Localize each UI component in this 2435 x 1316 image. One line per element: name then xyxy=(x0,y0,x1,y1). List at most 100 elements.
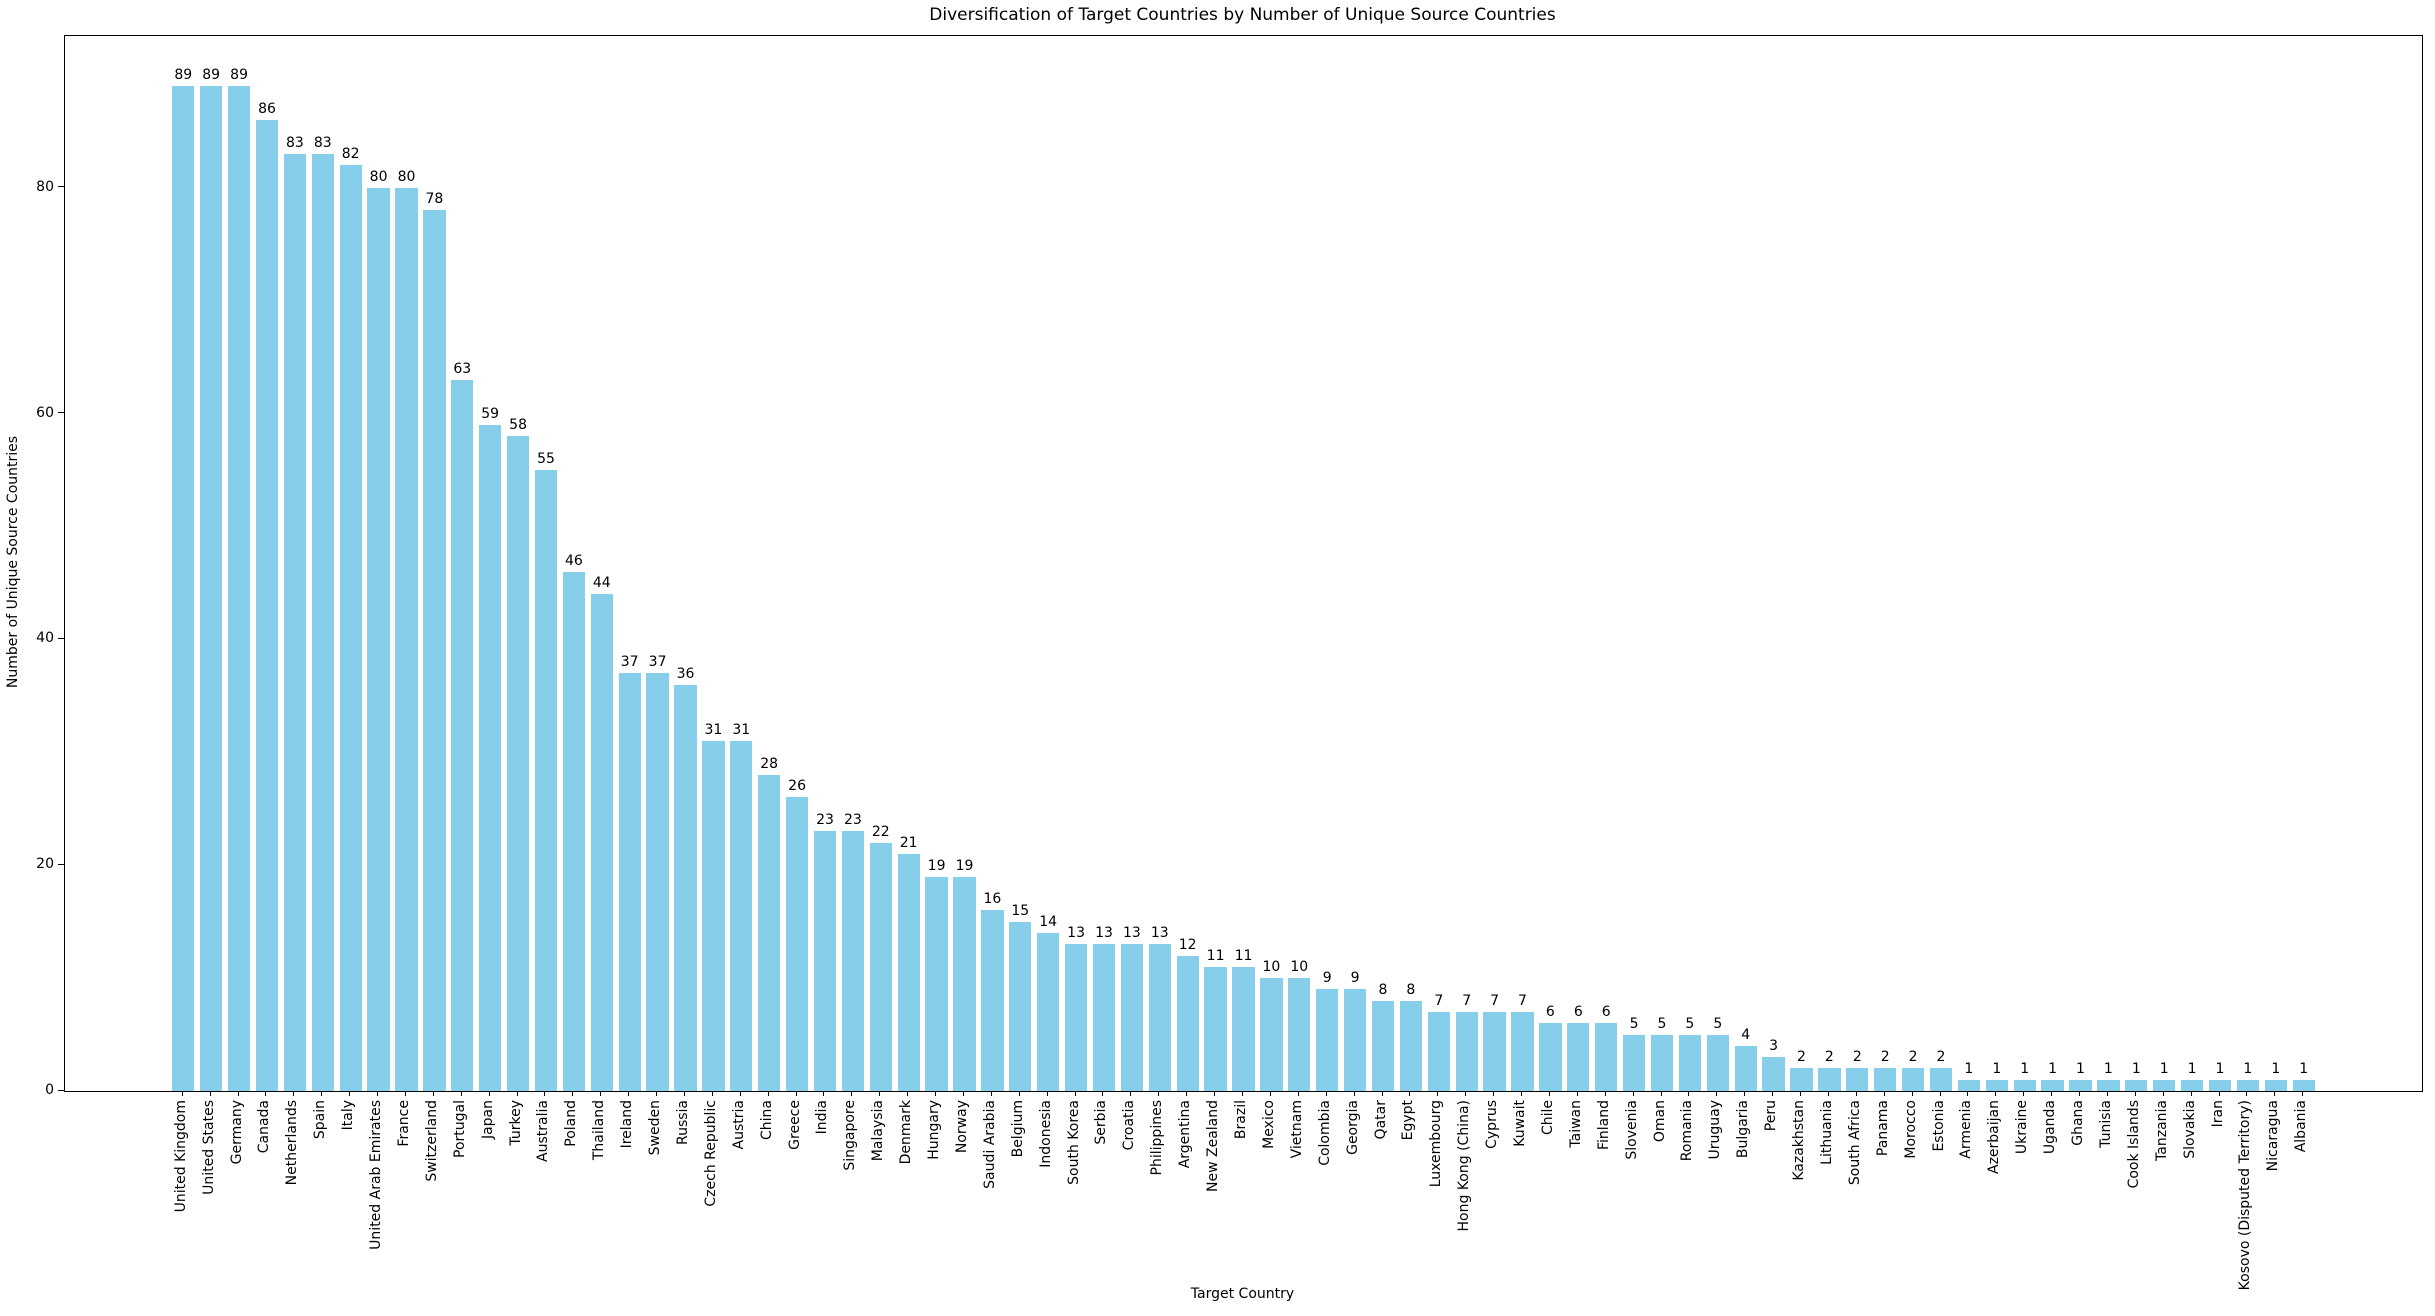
x-tick-mark xyxy=(990,1091,992,1096)
x-tick-label: United Arab Emirates xyxy=(368,1100,385,1250)
bar xyxy=(283,153,307,1091)
x-tick-label: Bulgaria xyxy=(1735,1100,1752,1159)
x-tick-label: Iran xyxy=(2209,1100,2226,1128)
bar-value-label: 83 xyxy=(285,134,304,151)
bar-value-label: 19 xyxy=(927,857,946,874)
bar xyxy=(1818,1068,1841,1091)
x-tick-mark xyxy=(404,1091,406,1096)
y-tick-mark xyxy=(58,863,64,865)
x-tick-mark xyxy=(907,1091,909,1096)
bar-value-label: 4 xyxy=(1741,1026,1751,1043)
bar xyxy=(590,594,613,1091)
x-tick-label: Cyprus xyxy=(1484,1100,1501,1149)
x-tick-label: Greece xyxy=(786,1100,803,1150)
x-tick-label: Uruguay xyxy=(1707,1100,1724,1160)
bar-value-label: 3 xyxy=(1769,1038,1779,1055)
x-tick-label: Spain xyxy=(312,1100,329,1140)
x-tick-mark xyxy=(572,1091,574,1096)
bar xyxy=(2153,1079,2176,1091)
x-tick-mark xyxy=(711,1091,713,1096)
x-tick-label: Ireland xyxy=(619,1100,636,1149)
bar xyxy=(1288,978,1311,1091)
bar-value-label: 58 xyxy=(509,417,528,434)
x-tick-label: Czech Republic xyxy=(702,1100,719,1207)
bar-value-label: 5 xyxy=(1657,1015,1667,1032)
x-tick-mark xyxy=(1297,1091,1299,1096)
y-axis-label: Number of Unique Source Countries xyxy=(5,435,21,689)
x-axis-label: Target Country xyxy=(1190,1286,1295,1302)
x-tick-mark xyxy=(1632,1091,1634,1096)
bar xyxy=(1790,1068,1813,1091)
x-tick-label: Sweden xyxy=(647,1100,664,1156)
x-tick-mark xyxy=(1911,1091,1913,1096)
x-tick-label: Poland xyxy=(563,1100,580,1147)
y-tick-mark xyxy=(58,1089,64,1091)
x-tick-mark xyxy=(1269,1091,1271,1096)
x-tick-mark xyxy=(293,1091,295,1096)
x-tick-mark xyxy=(2106,1091,2108,1096)
x-tick-mark xyxy=(851,1091,853,1096)
y-tick-label: 60 xyxy=(36,404,54,421)
bar-value-label: 5 xyxy=(1629,1015,1639,1032)
x-tick-label: Estonia xyxy=(1930,1100,1947,1152)
bar xyxy=(1874,1068,1897,1091)
x-tick-label: United Kingdom xyxy=(172,1100,189,1213)
x-tick-mark xyxy=(1074,1091,1076,1096)
x-tick-mark xyxy=(349,1091,351,1096)
bar-value-label: 13 xyxy=(1150,925,1169,942)
x-tick-label: Albania xyxy=(2293,1100,2310,1153)
bar xyxy=(785,797,809,1091)
bar xyxy=(813,831,837,1091)
x-tick-label: Singapore xyxy=(842,1100,859,1171)
x-tick-label: Canada xyxy=(256,1100,273,1154)
bar xyxy=(618,673,641,1091)
bar xyxy=(1009,921,1032,1091)
bar xyxy=(423,210,446,1091)
bar xyxy=(1734,1045,1757,1091)
x-tick-label: Romania xyxy=(1679,1100,1696,1162)
x-tick-label: Slovenia xyxy=(1623,1100,1640,1160)
x-tick-label: Brazil xyxy=(1233,1100,1249,1140)
bar-value-label: 14 xyxy=(1039,913,1058,930)
x-tick-mark xyxy=(1214,1091,1216,1096)
x-tick-label: Turkey xyxy=(507,1100,524,1146)
bar-value-label: 83 xyxy=(313,134,332,151)
bar xyxy=(311,153,334,1091)
bar xyxy=(2180,1079,2204,1091)
bar xyxy=(1037,932,1060,1091)
bar-value-label: 2 xyxy=(1880,1049,1890,1066)
bar xyxy=(367,187,390,1091)
bar-value-label: 8 xyxy=(1406,981,1416,998)
bar xyxy=(1148,944,1171,1091)
bar-value-label: 36 xyxy=(676,665,695,682)
bar xyxy=(1092,944,1116,1091)
bar-value-label: 1 xyxy=(1964,1060,1974,1077)
bar xyxy=(2292,1079,2315,1091)
bar-value-label: 13 xyxy=(1122,925,1141,942)
x-tick-label: Italy xyxy=(340,1100,357,1131)
bar xyxy=(339,165,362,1091)
bar-value-label: 15 xyxy=(1011,902,1030,919)
bar-value-label: 22 xyxy=(871,823,890,840)
x-tick-mark xyxy=(1576,1091,1578,1096)
x-tick-label: Azerbaijan xyxy=(1986,1100,2003,1174)
bar xyxy=(981,910,1004,1091)
x-tick-mark xyxy=(1939,1091,1941,1096)
x-tick-mark xyxy=(1744,1091,1746,1096)
bar xyxy=(2069,1079,2092,1091)
x-tick-mark xyxy=(739,1091,741,1096)
x-tick-label: Vietnam xyxy=(1288,1100,1305,1159)
x-tick-label: United States xyxy=(200,1100,217,1195)
bar-value-label: 55 xyxy=(537,451,555,468)
bar-value-label: 19 xyxy=(955,857,974,874)
bar-value-label: 26 xyxy=(788,778,807,795)
bar xyxy=(200,86,223,1091)
x-tick-mark xyxy=(1855,1091,1857,1096)
bar xyxy=(1455,1011,1478,1091)
x-tick-mark xyxy=(935,1091,937,1096)
x-tick-mark xyxy=(1130,1091,1132,1096)
x-tick-mark xyxy=(1548,1091,1550,1096)
y-tick-label: 40 xyxy=(36,630,54,647)
bar-value-label: 46 xyxy=(564,552,583,569)
